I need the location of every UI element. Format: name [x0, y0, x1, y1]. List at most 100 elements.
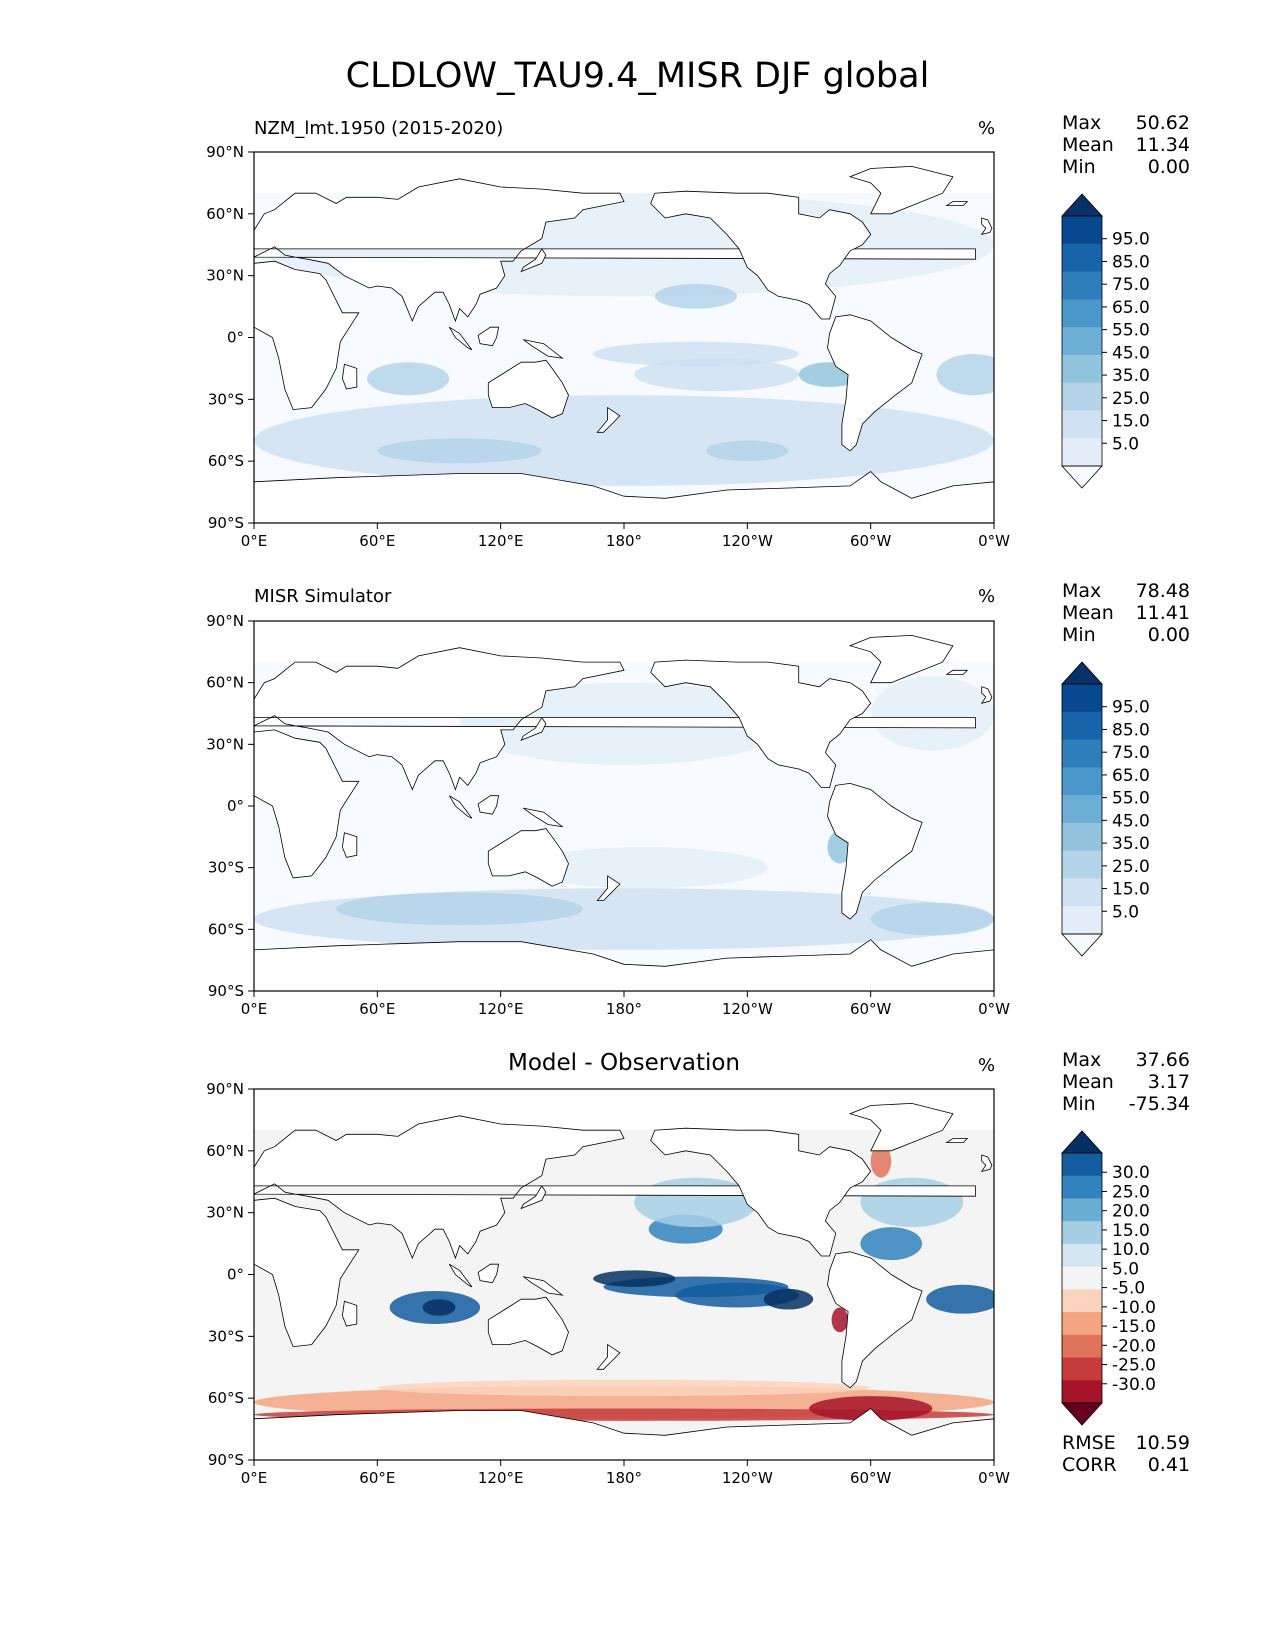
field-contour	[870, 1144, 892, 1178]
x-tick-label: 0°E	[241, 1469, 268, 1487]
coastline	[477, 326, 500, 347]
min-label: Min	[1062, 624, 1096, 646]
field-contour	[926, 1284, 994, 1314]
colorbar-segment	[1062, 1243, 1102, 1268]
rmse-value: 10.59	[1135, 1432, 1190, 1454]
corr-value: 0.41	[1147, 1454, 1190, 1476]
colorbar-segment	[1062, 354, 1102, 384]
skill-box: RMSE 10.59 CORR 0.41	[1062, 1432, 1190, 1476]
coastline	[254, 1115, 976, 1260]
colorbar-label: 35.0	[1112, 366, 1150, 386]
colorbar-segment	[1062, 243, 1102, 273]
field-contour	[634, 358, 799, 392]
field-contour	[654, 283, 738, 309]
colorbar-label: 25.0	[1112, 857, 1150, 877]
coastline	[827, 314, 923, 452]
y-tick-label: 60°N	[206, 1142, 244, 1160]
x-tick-label: 60°W	[850, 532, 892, 550]
colorbar-label: 65.0	[1112, 766, 1150, 786]
coastline	[596, 406, 621, 433]
colorbar-segment	[1062, 271, 1102, 300]
y-tick-label: 30°S	[208, 859, 244, 877]
max-label: Max	[1062, 112, 1102, 134]
coastline	[487, 1296, 569, 1356]
map-plot: 0°E 60°E 120°E 180° 120°W 60°W 0°W 90°N 60°N 30°N…	[206, 143, 1150, 550]
colorbar-label: 45.0	[1112, 343, 1150, 363]
colorbar-segment	[1062, 795, 1102, 824]
coastline	[254, 178, 976, 323]
colorbar-label: -20.0	[1112, 1336, 1156, 1356]
x-tick-label: 0°W	[978, 1000, 1010, 1018]
y-tick-label: 30°N	[206, 1204, 244, 1222]
colorbar-segment	[1062, 906, 1102, 935]
min-value: 0.00	[1147, 624, 1190, 646]
coastline	[980, 217, 993, 236]
colorbar-label: 20.0	[1112, 1202, 1150, 1222]
coastline	[254, 647, 976, 791]
colorbar-label: 25.0	[1112, 389, 1150, 409]
colorbar-label: 15.0	[1112, 880, 1150, 900]
colorbar-segment	[1062, 1153, 1102, 1177]
colorbar-label: 85.0	[1112, 252, 1150, 272]
y-tick-label: 60°S	[208, 1389, 244, 1407]
colorbar-label: 55.0	[1112, 321, 1150, 341]
coastline	[487, 828, 569, 887]
colorbar-label: 5.0	[1112, 1259, 1139, 1279]
max-value: 50.62	[1135, 112, 1190, 134]
colorbar-segment	[1062, 1312, 1102, 1336]
y-tick-label: 30°S	[208, 1327, 244, 1345]
field-contour	[860, 1227, 923, 1261]
field-contour	[763, 1288, 814, 1310]
max-value: 78.48	[1135, 580, 1190, 602]
field-contour	[860, 1177, 964, 1228]
units-label: %	[978, 118, 996, 139]
field-contour	[254, 395, 994, 486]
coastline	[848, 634, 954, 684]
max-label: Max	[1062, 580, 1102, 602]
colorbar-segment	[1062, 1289, 1102, 1313]
coastline	[341, 363, 358, 390]
colorbar-segment	[1062, 299, 1102, 328]
coastline	[650, 659, 872, 788]
max-value: 37.66	[1135, 1049, 1190, 1071]
min-label: Min	[1062, 1093, 1096, 1115]
colorbar-label: 75.0	[1112, 743, 1150, 763]
colorbar-segment	[1062, 438, 1102, 467]
x-tick-label: 120°E	[478, 1469, 524, 1487]
coastline	[945, 201, 969, 207]
x-tick-label: 180°	[606, 1000, 642, 1018]
colorbar-segment	[1062, 216, 1102, 245]
min-label: Min	[1062, 156, 1096, 178]
coastline	[448, 795, 473, 819]
panel-difference: Model - Observation % Max 37.66 Mean 3.17 …	[0, 0, 1275, 1487]
colorbar-label: 45.0	[1112, 811, 1150, 831]
y-tick-label: 30°S	[208, 390, 244, 408]
colorbar-label: -5.0	[1112, 1279, 1145, 1299]
coastline	[596, 1343, 621, 1370]
colorbar-segment	[1062, 878, 1102, 907]
field-contour	[870, 676, 994, 751]
mean-label: Mean	[1062, 134, 1114, 156]
x-tick-label: 120°E	[478, 532, 524, 550]
colorbar-segment	[1062, 1357, 1102, 1381]
colorbar-segment	[1062, 1175, 1102, 1199]
coastline	[827, 782, 923, 920]
colorbar-segment	[1062, 1380, 1102, 1404]
coastline	[341, 832, 358, 858]
colorbar-segment	[1062, 684, 1102, 713]
y-tick-label: 30°N	[206, 267, 244, 285]
y-tick-label: 0°	[227, 1266, 244, 1284]
colorbar-label: 5.0	[1112, 902, 1139, 922]
mean-label: Mean	[1062, 1071, 1114, 1093]
y-tick-label: 90°S	[208, 982, 244, 1000]
y-tick-label: 60°S	[208, 452, 244, 470]
x-tick-label: 60°W	[850, 1469, 892, 1487]
x-tick-label: 120°E	[478, 1000, 524, 1018]
colorbar-label: 55.0	[1112, 789, 1150, 809]
colorbar-frame	[1061, 215, 1103, 467]
panel-title: MISR Simulator	[254, 586, 392, 607]
x-tick-label: 0°E	[241, 532, 268, 550]
coastline	[945, 1138, 969, 1143]
coastline	[520, 1185, 547, 1210]
coastline	[448, 326, 473, 351]
